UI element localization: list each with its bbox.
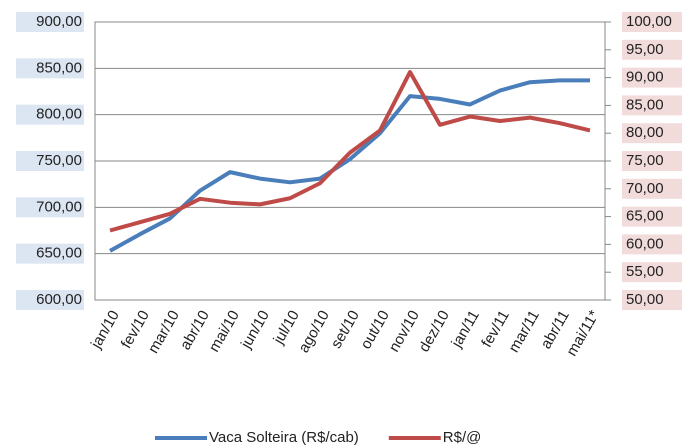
y-tick-bg: [16, 12, 84, 32]
x-tick-label: dez/10: [416, 307, 453, 355]
y2-tick-bg: [622, 67, 682, 88]
x-tick-label: mai/10: [206, 307, 243, 354]
x-tick-label: ago/10: [295, 307, 333, 355]
x-tick-label: jun/10: [237, 307, 273, 352]
y2-tick-bg: [622, 234, 682, 255]
y2-tick-bg: [622, 290, 682, 310]
y-tick-label: 700,00: [36, 198, 82, 215]
y2-tick-label: 70,00: [626, 180, 664, 197]
line: [109, 78, 590, 253]
y-tick-bg: [16, 197, 84, 218]
y-tick-bg: [16, 243, 84, 264]
x-tick-label: jan/10: [87, 307, 123, 352]
y2-tick-bg: [622, 39, 682, 60]
y-tick-label: 650,00: [36, 245, 82, 262]
line: [109, 70, 591, 233]
y2-tick-bg: [622, 123, 682, 144]
y2-tick-bg: [622, 151, 682, 171]
y2-tick-label: 95,00: [626, 41, 664, 58]
y2-tick-label: 90,00: [626, 69, 664, 86]
y2-tick-bg: [622, 206, 682, 227]
y-tick-label: 900,00: [36, 13, 82, 30]
y-tick-label: 750,00: [36, 152, 82, 169]
y2-tick-label: 85,00: [626, 96, 664, 113]
y-tick-bg: [16, 290, 84, 310]
y-tick-label: 850,00: [36, 59, 82, 76]
y2-tick-label: 80,00: [626, 124, 664, 141]
y2-tick-label: 55,00: [626, 263, 664, 280]
y2-tick-bg: [622, 178, 682, 199]
y2-tick-label: 100,00: [626, 13, 672, 30]
y2-tick-label: 60,00: [626, 235, 664, 252]
y-tick-bg: [16, 151, 84, 171]
y-tick-bg: [16, 104, 84, 125]
y2-tick-bg: [622, 95, 682, 116]
legend-label: Vaca Solteira (R$/cab): [209, 429, 359, 446]
y-tick-label: 600,00: [36, 291, 82, 308]
y2-tick-bg: [622, 262, 682, 283]
legend-label: R$/@: [443, 429, 482, 446]
y-tick-label: 800,00: [36, 106, 82, 123]
y-tick-bg: [16, 58, 84, 79]
x-tick-label: mar/11: [505, 307, 543, 355]
y2-tick-bg: [622, 12, 682, 32]
y2-tick-label: 50,00: [626, 291, 664, 308]
y2-tick-label: 75,00: [626, 152, 664, 169]
y2-tick-label: 65,00: [626, 208, 664, 225]
x-tick-label: jan/11: [448, 307, 483, 351]
